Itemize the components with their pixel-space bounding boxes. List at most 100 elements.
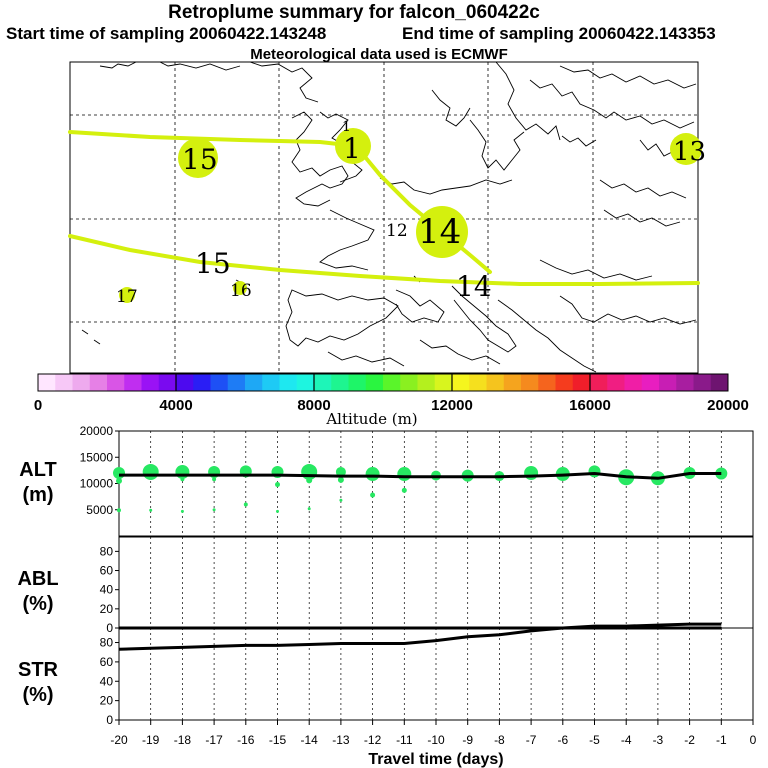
x-tick-label: -13 bbox=[332, 733, 350, 747]
colorbar-swatch bbox=[193, 374, 211, 391]
altitude-dot bbox=[337, 476, 344, 483]
y-tick-label: 80 bbox=[100, 544, 114, 558]
colorbar-tick-label: 4000 bbox=[159, 397, 192, 414]
end-time-label: End time of sampling 20060422.143353 bbox=[402, 24, 716, 43]
colorbar-swatch bbox=[245, 374, 263, 391]
panel-alt: 5000 10000 15000 20000 ALT (m) bbox=[19, 424, 754, 537]
colorbar-swatch bbox=[400, 374, 418, 391]
day-label: 14 bbox=[456, 270, 492, 303]
colorbar-tick-label: 16000 bbox=[569, 397, 611, 414]
day-label: 1 bbox=[342, 119, 351, 135]
altitude-dot bbox=[243, 502, 248, 507]
panel-unit: (%) bbox=[22, 684, 53, 706]
x-tick-label: -19 bbox=[142, 733, 160, 747]
colorbar-swatch bbox=[555, 374, 574, 391]
x-tick-label: -2 bbox=[684, 733, 695, 747]
plume-blob bbox=[416, 206, 468, 258]
day-label: 13 bbox=[673, 137, 706, 167]
met-data-label: Meteorological data used is ECMWF bbox=[250, 46, 508, 63]
x-axis: -20 -19 -18 -17 -16 -15 -14 -13 -12 -11 -10 -9 -8 -7-… bbox=[110, 720, 757, 768]
altitude-dot bbox=[588, 465, 601, 478]
colorbar-swatch bbox=[296, 374, 315, 391]
colorbar-swatch bbox=[572, 374, 591, 391]
altitude-dot bbox=[142, 463, 159, 480]
colorbar-swatch bbox=[348, 374, 367, 391]
day-label: 15 bbox=[182, 143, 218, 176]
x-tick-label: -11 bbox=[396, 733, 413, 747]
colorbar-swatch bbox=[641, 374, 660, 391]
altitude-dot bbox=[397, 467, 412, 482]
day-labels: 15 11 13 14 12 15 14 17 16 bbox=[116, 119, 706, 307]
altitude-dot bbox=[306, 477, 313, 484]
colorbar-swatch bbox=[521, 374, 539, 391]
colorbar-swatch bbox=[262, 374, 280, 391]
day-label: 14 bbox=[418, 212, 461, 252]
colorbar-swatch bbox=[503, 374, 522, 391]
panel-label: ALT bbox=[19, 459, 56, 481]
x-tick-label: -9 bbox=[462, 733, 473, 747]
y-tick-label: 80 bbox=[100, 636, 114, 650]
colorbar-axis-label: Altitude (m) bbox=[325, 410, 417, 428]
colorbar-swatch bbox=[469, 374, 487, 391]
altitude-dot bbox=[180, 509, 184, 513]
y-tick-label: 5000 bbox=[86, 503, 113, 517]
y-tick-label: 20 bbox=[100, 694, 114, 708]
panel-abl: 0 20 40 60 80 ABL (%) bbox=[17, 536, 754, 635]
colorbar-swatch bbox=[624, 374, 643, 391]
y-tick-label: 60 bbox=[100, 655, 114, 669]
y-tick-label: 15000 bbox=[80, 450, 114, 464]
day-label: 17 bbox=[116, 287, 138, 307]
altitude-dot bbox=[335, 466, 346, 477]
colorbar-swatch bbox=[314, 374, 332, 391]
x-tick-label: -20 bbox=[110, 733, 128, 747]
timeseries-panels: 5000 10000 15000 20000 ALT (m) 0 20 40 60 80 ABL (%)… bbox=[17, 424, 756, 768]
colorbar-swatch bbox=[607, 374, 625, 391]
y-tick-label: 20000 bbox=[80, 424, 114, 438]
x-tick-label: -12 bbox=[364, 733, 382, 747]
colorbar-swatch bbox=[141, 374, 160, 391]
colorbar-swatch bbox=[590, 374, 608, 391]
start-time-label: Start time of sampling 20060422.143248 bbox=[6, 24, 327, 43]
altitude-dot bbox=[117, 508, 121, 513]
plume-blob bbox=[119, 287, 135, 303]
colorbar-swatch bbox=[107, 374, 125, 391]
altitude-dot bbox=[276, 509, 279, 513]
y-tick-label: 20 bbox=[100, 602, 114, 616]
trajectory-map: 15 11 13 14 12 15 14 17 16 bbox=[68, 61, 706, 374]
y-tick-label: 40 bbox=[100, 674, 114, 688]
x-axis-label: Travel time (days) bbox=[368, 751, 503, 768]
panel-label: ABL bbox=[17, 568, 58, 590]
colorbar-tick-label: 0 bbox=[34, 397, 42, 414]
altitude-dot bbox=[212, 508, 216, 512]
colorbar-swatch bbox=[331, 374, 349, 391]
x-tick-label: -3 bbox=[653, 733, 664, 747]
colorbar-swatch bbox=[452, 374, 470, 391]
altitude-dot bbox=[180, 477, 185, 482]
colorbar-tick-label: 12000 bbox=[431, 397, 473, 414]
colorbar-swatch bbox=[124, 374, 142, 391]
altitude-dot bbox=[149, 508, 153, 512]
altitude-dot bbox=[212, 477, 217, 482]
x-tick-label: -1 bbox=[716, 733, 727, 747]
day-label: 12 bbox=[386, 221, 408, 241]
altitude-dot bbox=[113, 467, 125, 479]
series-line-alt bbox=[119, 471, 722, 480]
altitude-dot bbox=[524, 466, 539, 480]
x-tick-label: -17 bbox=[205, 733, 223, 747]
colorbar-tick-label: 20000 bbox=[707, 397, 749, 414]
altitude-dot bbox=[339, 498, 343, 502]
plume-track-south bbox=[68, 234, 700, 286]
panel-unit: (m) bbox=[22, 484, 53, 506]
y-tick-label: 0 bbox=[106, 621, 113, 635]
colorbar-swatch bbox=[227, 374, 246, 391]
day-label: 1 bbox=[343, 132, 361, 165]
x-tick-label: -10 bbox=[427, 733, 445, 747]
altitude-colorbar: 0 4000 8000 12000 16000 20000 Altitude (m) bbox=[34, 373, 749, 428]
colorbar-tick-label: 8000 bbox=[297, 397, 330, 414]
colorbar-swatch bbox=[365, 374, 384, 391]
y-tick-label: 60 bbox=[100, 564, 114, 578]
colorbar-swatch bbox=[158, 374, 177, 391]
x-tick-label: -14 bbox=[301, 733, 319, 747]
y-tick-label: 40 bbox=[100, 583, 114, 597]
x-tick-label: -8 bbox=[494, 733, 505, 747]
